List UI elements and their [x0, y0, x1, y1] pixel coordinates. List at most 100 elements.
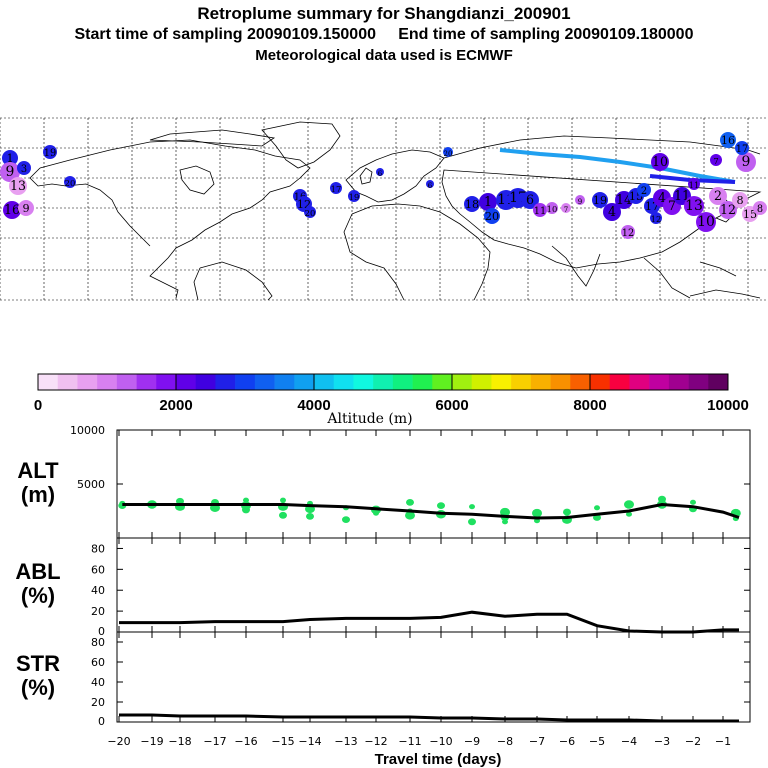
- x-tick-label: −13: [334, 735, 357, 748]
- cluster-marker: 6: [376, 168, 384, 178]
- colorbar-label: Altitude (m): [326, 411, 412, 427]
- colorbar-cell: [274, 374, 295, 390]
- x-tick-label: −15: [271, 735, 294, 748]
- cluster-marker: 20: [484, 208, 500, 224]
- coast-india: [551, 245, 601, 287]
- panel-str: 80 60 40 20 0 STR(%): [16, 631, 751, 728]
- cluster-marker: 7: [710, 154, 722, 166]
- colorbar-tick-label: 2000: [159, 397, 192, 414]
- cluster-circle: [732, 192, 748, 208]
- panel-alt: 10000 5000 ALT(m): [17, 424, 751, 539]
- cluster-label: 13: [10, 178, 26, 193]
- cluster-point: [626, 511, 632, 517]
- colorbar-cell: [530, 374, 551, 390]
- cluster-label: 12: [622, 228, 634, 239]
- cluster-circle: [696, 212, 716, 232]
- colorbar-cell: [688, 374, 709, 390]
- cluster-circle: [464, 196, 480, 212]
- colorbar-cell: [432, 374, 453, 390]
- x-tick-label: −10: [429, 735, 452, 748]
- cluster-circle: [426, 180, 434, 188]
- cluster-circle: [710, 154, 722, 166]
- colorbar-cell: [333, 374, 354, 390]
- coast-africa: [343, 203, 491, 301]
- cluster-circle: [735, 141, 749, 155]
- cluster-marker: 1: [479, 193, 497, 211]
- cluster-label: 16: [721, 134, 735, 147]
- cluster-circle: [330, 182, 342, 194]
- cluster-label: 9: [578, 198, 582, 206]
- colorbar-cell: [412, 374, 433, 390]
- cluster-label: 8: [757, 204, 763, 215]
- colorbar-tick-label: 4000: [297, 397, 330, 414]
- colorbar-cell: [471, 374, 492, 390]
- panel-abl: 80 60 40 20 0 ABL(%): [15, 537, 751, 638]
- cluster-circle: [720, 132, 736, 148]
- cluster-marker: 9: [736, 152, 756, 172]
- panel-label: STR: [16, 651, 60, 676]
- cluster-circle: [688, 178, 700, 190]
- cluster-circle: [546, 202, 558, 214]
- x-tick-label: −12: [364, 735, 387, 748]
- x-tick-label: −14: [298, 735, 321, 748]
- y-tick-label: 80: [91, 636, 105, 649]
- colorbar-tick-label: 0: [34, 397, 42, 414]
- colorbar-cell: [156, 374, 177, 390]
- colorbar-cell: [590, 374, 611, 390]
- cluster-marker: 10: [696, 212, 716, 232]
- cluster-point: [373, 510, 379, 516]
- cluster-label: 17: [736, 144, 748, 155]
- cluster-marker: 17: [735, 141, 749, 155]
- cluster-point: [532, 508, 542, 518]
- cluster-marker: 13: [684, 196, 704, 216]
- cluster-marker: 9: [0, 162, 20, 182]
- cluster-label: 2: [641, 186, 647, 197]
- panel-label: ABL: [15, 559, 60, 584]
- colorbar-cell: [77, 374, 98, 390]
- colorbar-cell: [176, 374, 197, 390]
- colorbar-cell: [215, 374, 236, 390]
- cluster-circle: [651, 153, 669, 171]
- colorbar-cell: [235, 374, 256, 390]
- cluster-label: 16: [4, 202, 20, 217]
- colorbar-cell: [195, 374, 216, 390]
- cluster-point: [279, 511, 287, 519]
- colorbar-cell: [491, 374, 512, 390]
- cluster-marker: 2: [709, 187, 727, 205]
- cluster-circle: [637, 183, 651, 197]
- cluster-label: 11: [674, 188, 690, 203]
- cluster-point: [563, 508, 571, 516]
- cluster-marker: 2: [637, 183, 651, 197]
- cluster-markers: 1913169319201612201719662018120111761110…: [0, 132, 767, 239]
- cluster-label: 10: [547, 204, 558, 214]
- panel-unit: (%): [21, 583, 55, 608]
- cluster-label: 12: [651, 214, 662, 224]
- cluster-label: 19: [44, 148, 56, 159]
- coast-europe: [345, 149, 445, 203]
- x-tick-label: −4: [621, 735, 637, 748]
- x-tick-label: −3: [654, 735, 670, 748]
- colorbar-cell: [38, 374, 59, 390]
- cluster-marker: 19: [592, 192, 608, 208]
- cluster-marker: 20: [64, 176, 76, 188]
- cluster-marker: 9: [575, 195, 585, 206]
- panel-unit: (%): [21, 675, 55, 700]
- cluster-point: [624, 500, 634, 509]
- colorbar-cell: [649, 374, 670, 390]
- cluster-label: 1: [484, 194, 492, 209]
- x-tick-label: −9: [464, 735, 480, 748]
- coast-arctic-islands: [149, 129, 276, 147]
- cluster-circle: [3, 201, 21, 219]
- y-tick-label: 60: [91, 563, 105, 576]
- cluster-label: 12: [720, 202, 736, 217]
- cluster-label: 20: [305, 208, 316, 218]
- timeseries-panels: 100005000ALT(m)806040200ABL(%)806040200S…: [15, 424, 751, 748]
- y-tick-label: 5000: [77, 478, 105, 491]
- series-line-str: [119, 713, 739, 723]
- cluster-marker: 19: [348, 190, 360, 202]
- cluster-marker: 12: [621, 225, 635, 239]
- y-tick-label: 80: [91, 542, 105, 555]
- cluster-circle: [43, 145, 57, 159]
- cluster-circle: [575, 195, 585, 205]
- cluster-circle: [736, 152, 756, 172]
